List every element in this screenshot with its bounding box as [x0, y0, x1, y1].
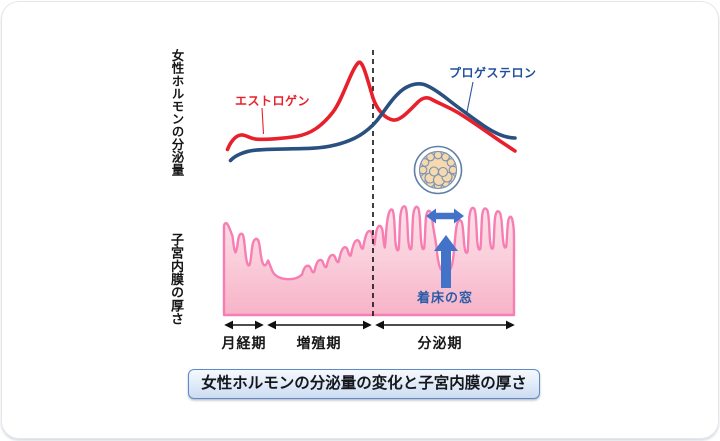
implantation-window-up-arrow: [434, 235, 458, 288]
phase-label-secretory: 分泌期: [417, 335, 463, 351]
estrogen-curve-label: エストロゲン: [235, 94, 311, 108]
progesterone-curve-label: プロゲステロン: [449, 66, 537, 80]
figure-title: 女性ホルモンの分泌量の変化と子宮内膜の厚さ: [188, 369, 540, 399]
estrogen-curve: [225, 60, 517, 153]
implantation-window-width-arrow: [426, 208, 464, 224]
hormone-axis-label: 女性ホルモンの分泌量: [169, 49, 184, 176]
progesterone-curve: [228, 82, 517, 163]
endometrium-axis-label: 子宮内膜の厚さ: [169, 233, 184, 326]
progesterone-pointer-line: [466, 81, 474, 113]
phase-label-proliferative: 増殖期: [296, 335, 342, 351]
implantation-window-label: 着床の窓: [416, 290, 474, 305]
estrogen-pointer-line: [261, 107, 265, 135]
phase-label-menstrual: 月経期: [221, 335, 267, 351]
blastocyst-illustration: [413, 145, 463, 195]
